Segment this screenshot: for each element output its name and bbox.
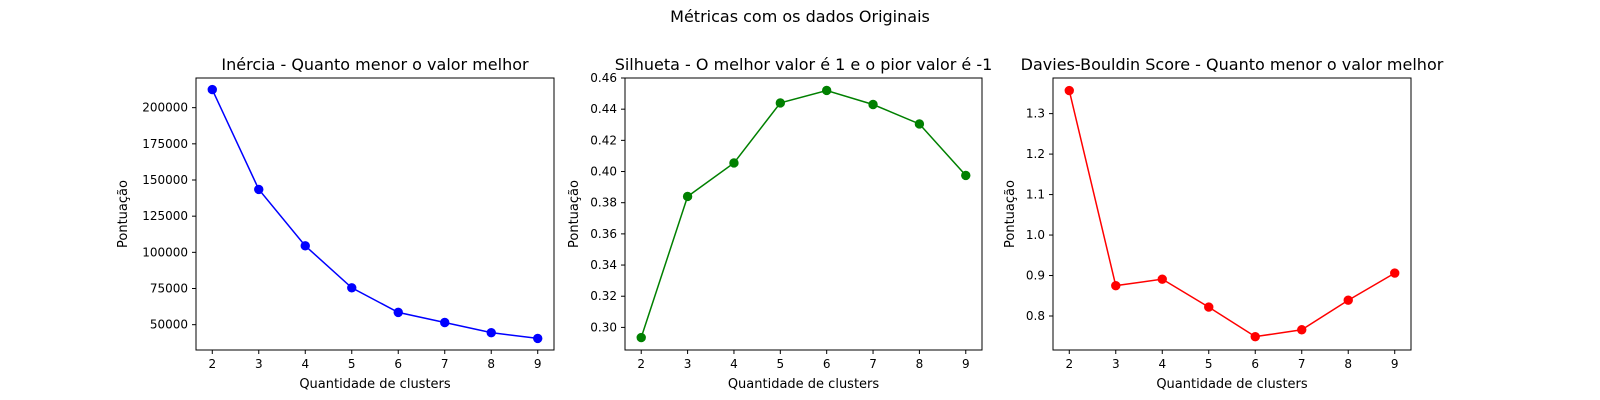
x-tick-label: 9 xyxy=(962,357,970,371)
y-tick-label: 0.40 xyxy=(590,165,617,179)
data-point xyxy=(300,241,310,251)
data-point xyxy=(486,327,496,338)
y-tick-label: 0.30 xyxy=(590,320,617,334)
x-tick-label: 8 xyxy=(916,357,924,371)
y-tick-label: 125000 xyxy=(142,209,188,223)
data-point xyxy=(1390,268,1400,278)
x-axis-label: Quantidade de clusters xyxy=(728,377,880,392)
y-tick-label: 0.38 xyxy=(590,196,617,210)
chart-title: Davies-Bouldin Score - Quanto menor o va… xyxy=(1021,55,1444,74)
data-point xyxy=(961,170,971,181)
y-tick-label: 0.36 xyxy=(590,227,617,241)
y-tick-label: 200000 xyxy=(142,101,188,115)
y-tick-label: 1.0 xyxy=(1026,228,1045,242)
series-line xyxy=(1068,90,1396,338)
data-point xyxy=(533,333,543,344)
data-point xyxy=(1343,295,1353,305)
data-point xyxy=(1297,325,1307,335)
x-tick-label: 8 xyxy=(1344,357,1352,371)
data-point xyxy=(347,283,357,293)
plot-frame xyxy=(1052,77,1412,351)
y-axis-label: Pontuação xyxy=(567,180,582,248)
x-tick-label: 2 xyxy=(637,357,645,371)
data-point xyxy=(1111,280,1121,291)
x-tick-label: 8 xyxy=(487,357,495,371)
data-point xyxy=(1204,302,1214,312)
x-tick-label: 2 xyxy=(208,357,216,371)
y-tick-label: 0.9 xyxy=(1026,269,1045,283)
plot-frame xyxy=(624,77,983,351)
y-tick-label: 1.1 xyxy=(1026,188,1045,202)
x-tick-label: 2 xyxy=(1065,357,1073,371)
y-tick-label: 75000 xyxy=(150,282,188,296)
x-axis-label: Quantidade de clusters xyxy=(1156,377,1308,392)
x-tick-label: 9 xyxy=(1391,357,1399,371)
data-point xyxy=(775,98,786,108)
series-line xyxy=(211,89,538,340)
x-tick-label: 4 xyxy=(730,357,738,371)
data-point xyxy=(440,317,450,328)
x-tick-label: 5 xyxy=(776,357,784,371)
x-tick-label: 6 xyxy=(394,357,402,371)
charts-container: Inércia - Quanto menor o valor melhor 2 3 4… xyxy=(116,55,1444,392)
y-tick-label: 0.42 xyxy=(590,133,617,147)
plot-frame xyxy=(195,77,555,351)
x-tick-label: 7 xyxy=(1298,357,1306,371)
figure-suptitle: Métricas com os dados Originais xyxy=(670,7,930,26)
y-tick-label: 0.34 xyxy=(590,258,617,272)
x-axis-label: Quantidade de clusters xyxy=(299,377,451,392)
x-tick-label: 3 xyxy=(1112,357,1120,371)
y-tick-label: 150000 xyxy=(142,173,188,187)
x-tick-label: 9 xyxy=(534,357,542,371)
x-tick-label: 7 xyxy=(869,357,877,371)
y-tick-label: 1.3 xyxy=(1026,107,1045,121)
data-point xyxy=(729,158,739,168)
x-tick-label: 7 xyxy=(441,357,449,371)
data-point xyxy=(682,191,693,202)
chart-panel-3: Davies-Bouldin Score - Quanto menor o va… xyxy=(1003,55,1444,392)
data-point xyxy=(254,184,264,195)
data-point xyxy=(821,85,832,96)
chart-panel-2: Silhueta - O melhor valor é 1 e o pior v… xyxy=(567,55,992,392)
y-tick-label: 0.44 xyxy=(590,102,617,116)
y-axis-label: Pontuação xyxy=(116,180,131,248)
data-point xyxy=(1064,85,1074,96)
chart-title: Silhueta - O melhor valor é 1 e o pior v… xyxy=(615,55,993,74)
series-line xyxy=(640,89,967,338)
data-point xyxy=(914,119,925,129)
y-tick-label: 175000 xyxy=(142,137,188,151)
x-tick-label: 6 xyxy=(823,357,831,371)
x-tick-label: 3 xyxy=(684,357,692,371)
chart-title: Inércia - Quanto menor o valor melhor xyxy=(221,55,529,74)
y-tick-label: 50000 xyxy=(150,318,188,332)
y-tick-label: 100000 xyxy=(142,245,188,259)
x-tick-label: 5 xyxy=(348,357,356,371)
data-point xyxy=(393,307,403,318)
data-point xyxy=(636,332,646,343)
y-tick-label: 0.32 xyxy=(590,289,617,303)
data-point xyxy=(868,99,878,110)
x-tick-label: 4 xyxy=(301,357,309,371)
y-tick-label: 1.2 xyxy=(1026,147,1045,161)
x-tick-label: 3 xyxy=(255,357,263,371)
y-tick-label: 0.8 xyxy=(1026,309,1045,323)
data-point xyxy=(207,84,217,95)
data-point xyxy=(1250,331,1260,342)
x-tick-label: 6 xyxy=(1251,357,1259,371)
data-point xyxy=(1157,274,1167,284)
y-axis-label: Pontuação xyxy=(1003,180,1018,248)
x-tick-label: 4 xyxy=(1158,357,1166,371)
chart-panel-1: Inércia - Quanto menor o valor melhor 2 3 4… xyxy=(116,55,555,392)
y-tick-label: 0.46 xyxy=(590,71,617,85)
x-tick-label: 5 xyxy=(1205,357,1213,371)
